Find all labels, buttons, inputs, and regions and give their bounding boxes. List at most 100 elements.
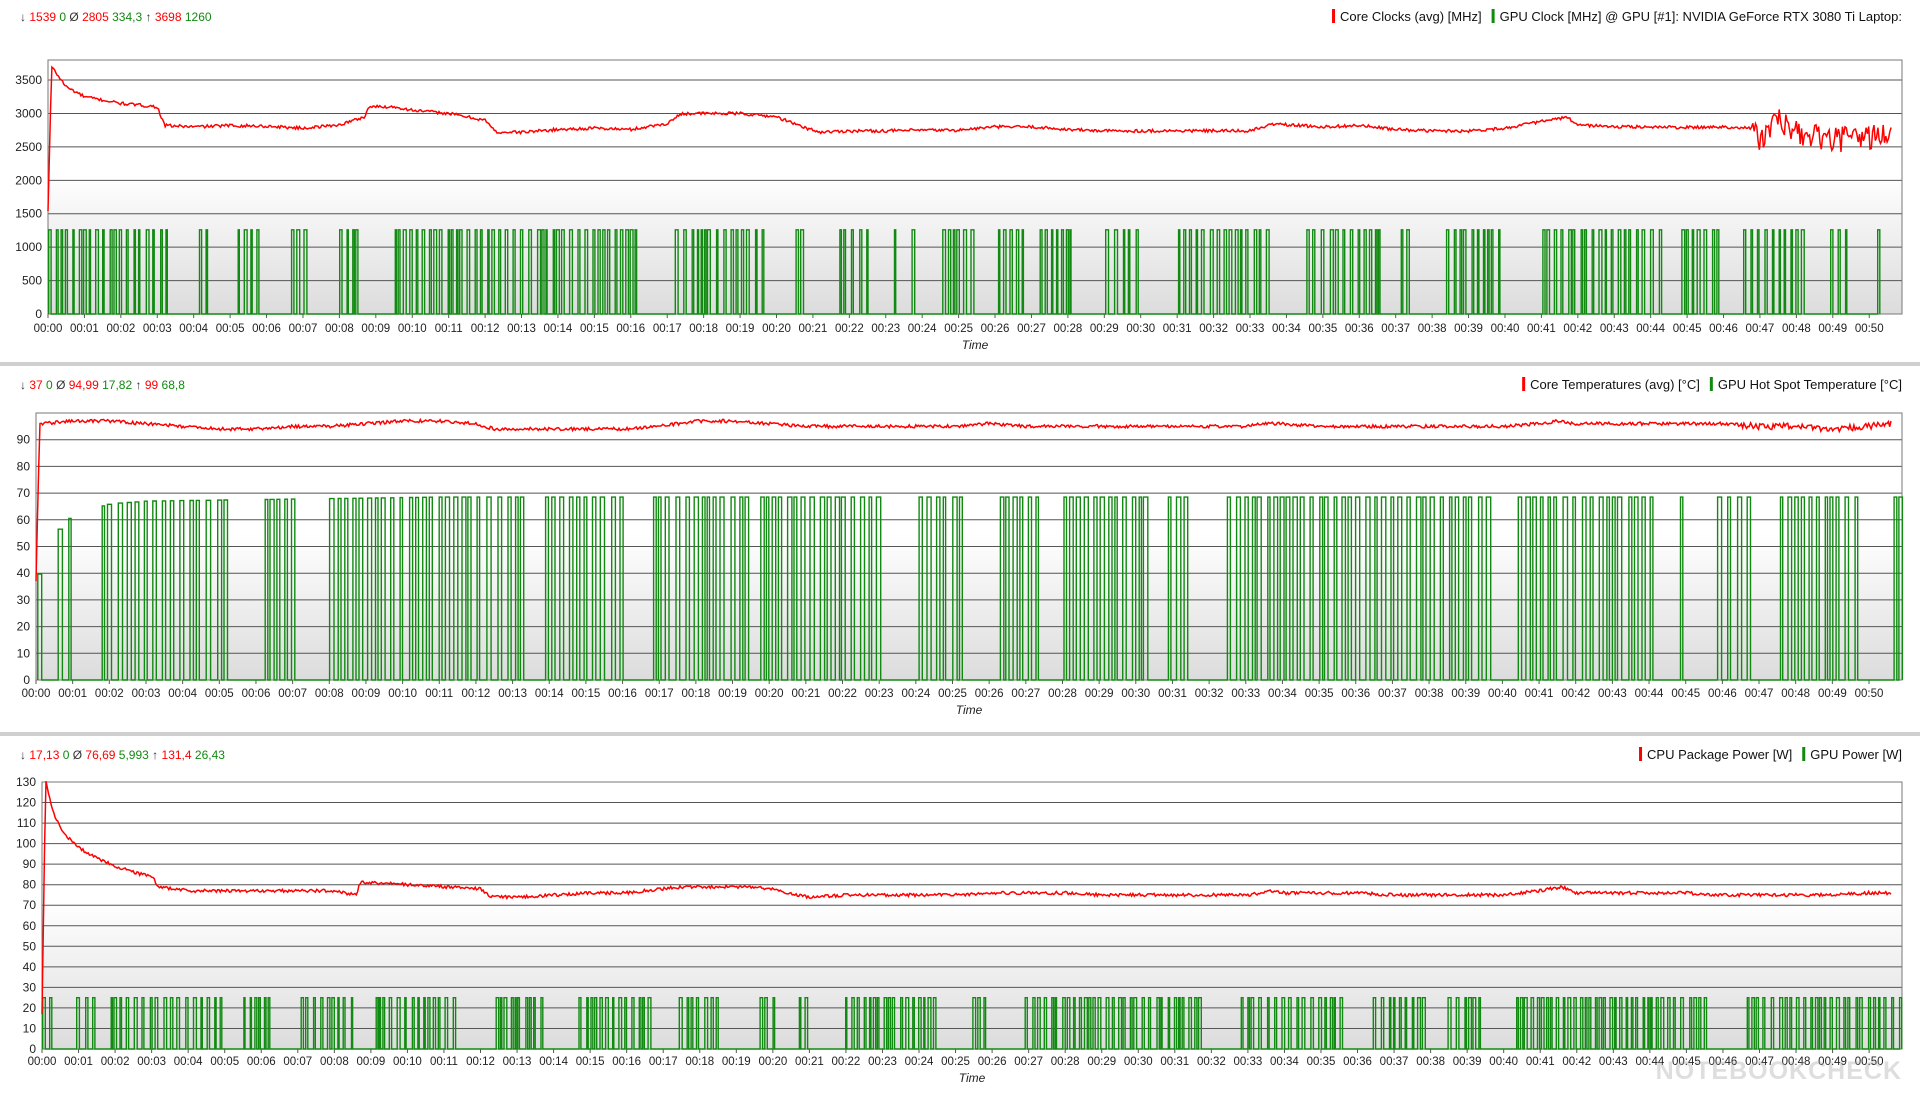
legend-swatch-red bbox=[1332, 9, 1336, 23]
x-tick-label: 00:14 bbox=[539, 1056, 568, 1068]
x-tick-label: 00:26 bbox=[978, 1056, 1007, 1068]
x-tick-label: 00:03 bbox=[143, 323, 172, 335]
x-tick-label: 00:28 bbox=[1051, 1056, 1080, 1068]
x-tick-label: 00:35 bbox=[1307, 1056, 1336, 1068]
x-tick-label: 00:32 bbox=[1197, 1056, 1226, 1068]
x-tick-label: 00:07 bbox=[283, 1056, 312, 1068]
x-tick-label: 00:44 bbox=[1635, 1056, 1664, 1068]
y-tick-label: 2500 bbox=[15, 140, 42, 154]
x-tick-label: 00:26 bbox=[975, 688, 1004, 700]
x-tick-label: 00:45 bbox=[1673, 323, 1702, 335]
x-tick-label: 00:25 bbox=[941, 1056, 970, 1068]
x-tick-label: 00:15 bbox=[572, 688, 601, 700]
x-axis-label: Time bbox=[962, 338, 989, 352]
x-tick-label: 00:36 bbox=[1345, 323, 1374, 335]
x-tick-label: 00:00 bbox=[22, 688, 51, 700]
x-tick-label: 00:02 bbox=[106, 323, 135, 335]
y-tick-label: 130 bbox=[16, 775, 36, 789]
x-tick-label: 00:12 bbox=[471, 323, 500, 335]
x-tick-label: 00:50 bbox=[1855, 1056, 1884, 1068]
legend-label-red: Core Temperatures (avg) [°C] bbox=[1530, 377, 1700, 392]
x-tick-label: 00:29 bbox=[1085, 688, 1114, 700]
x-tick-label: 00:14 bbox=[544, 323, 573, 335]
y-tick-label: 20 bbox=[17, 620, 31, 634]
x-tick-label: 00:23 bbox=[868, 1056, 897, 1068]
legend-swatch-red bbox=[1522, 377, 1526, 391]
x-tick-label: 00:24 bbox=[908, 323, 937, 335]
x-tick-label: 00:11 bbox=[435, 323, 463, 335]
x-tick-label: 00:06 bbox=[247, 1056, 276, 1068]
x-tick-label: 00:22 bbox=[835, 323, 864, 335]
x-tick-label: 00:40 bbox=[1488, 688, 1517, 700]
x-tick-label: 00:39 bbox=[1453, 1056, 1482, 1068]
y-tick-label: 60 bbox=[23, 919, 37, 933]
y-tick-label: 50 bbox=[23, 939, 37, 953]
x-tick-label: 00:21 bbox=[795, 1056, 824, 1068]
x-tick-label: 00:00 bbox=[34, 323, 63, 335]
x-tick-label: 00:42 bbox=[1561, 688, 1590, 700]
x-tick-label: 00:20 bbox=[762, 323, 791, 335]
x-tick-label: 00:04 bbox=[168, 688, 197, 700]
x-tick-label: 00:32 bbox=[1195, 688, 1224, 700]
x-tick-label: 00:17 bbox=[653, 323, 682, 335]
x-tick-label: 00:32 bbox=[1199, 323, 1228, 335]
x-tick-label: 00:18 bbox=[685, 1056, 714, 1068]
legend-label-red: Core Clocks (avg) [MHz] bbox=[1340, 9, 1482, 24]
x-tick-label: 00:50 bbox=[1855, 688, 1884, 700]
y-tick-label: 10 bbox=[23, 1021, 37, 1035]
legend-label-red: CPU Package Power [W] bbox=[1647, 747, 1792, 762]
y-tick-label: 90 bbox=[17, 433, 31, 447]
x-tick-label: 00:49 bbox=[1818, 323, 1847, 335]
y-tick-label: 30 bbox=[17, 593, 31, 607]
x-tick-label: 00:28 bbox=[1053, 323, 1082, 335]
x-tick-label: 00:41 bbox=[1527, 323, 1556, 335]
y-tick-label: 70 bbox=[23, 898, 37, 912]
x-tick-label: 00:20 bbox=[758, 1056, 787, 1068]
x-tick-label: 00:04 bbox=[179, 323, 208, 335]
x-tick-label: 00:46 bbox=[1709, 323, 1738, 335]
x-tick-label: 00:35 bbox=[1308, 323, 1337, 335]
x-tick-label: 00:47 bbox=[1745, 1056, 1774, 1068]
series-line-red bbox=[35, 417, 1892, 582]
x-tick-label: 00:49 bbox=[1818, 1056, 1847, 1068]
x-tick-label: 00:22 bbox=[832, 1056, 861, 1068]
x-tick-label: 00:11 bbox=[425, 688, 453, 700]
x-tick-label: 00:37 bbox=[1380, 1056, 1409, 1068]
x-tick-label: 00:42 bbox=[1562, 1056, 1591, 1068]
x-tick-label: 00:06 bbox=[252, 323, 281, 335]
chart-panel-clocks: 0 500 1000 1500 2000 2500 3000 3500 00:00 00:01 00… bbox=[0, 0, 1920, 362]
x-tick-label: 00:41 bbox=[1526, 1056, 1555, 1068]
x-tick-label: 00:48 bbox=[1782, 1056, 1811, 1068]
x-tick-label: 00:14 bbox=[535, 688, 564, 700]
x-axis-label: Time bbox=[959, 1071, 986, 1085]
y-tick-label: 1000 bbox=[15, 240, 42, 254]
x-tick-label: 00:36 bbox=[1343, 1056, 1372, 1068]
legend-swatch-green bbox=[1802, 747, 1806, 761]
x-tick-label: 00:21 bbox=[791, 688, 820, 700]
x-tick-label: 00:43 bbox=[1598, 688, 1627, 700]
series-line-green bbox=[48, 229, 1881, 315]
x-tick-label: 00:05 bbox=[210, 1056, 239, 1068]
x-tick-label: 00:40 bbox=[1491, 323, 1520, 335]
y-tick-label: 80 bbox=[17, 459, 31, 473]
x-tick-label: 00:33 bbox=[1231, 688, 1260, 700]
x-tick-label: 00:30 bbox=[1124, 1056, 1153, 1068]
legend-swatch-green bbox=[1491, 9, 1495, 23]
x-tick-label: 00:18 bbox=[681, 688, 710, 700]
panel-separator bbox=[0, 732, 1920, 736]
x-tick-label: 00:31 bbox=[1158, 688, 1187, 700]
x-tick-label: 00:39 bbox=[1454, 323, 1483, 335]
x-tick-label: 00:37 bbox=[1381, 323, 1410, 335]
legend-label-green: GPU Clock [MHz] @ GPU [#1]: NVIDIA GeFor… bbox=[1500, 9, 1902, 24]
x-tick-label: 00:29 bbox=[1087, 1056, 1116, 1068]
x-tick-label: 00:46 bbox=[1708, 688, 1737, 700]
x-tick-label: 00:36 bbox=[1341, 688, 1370, 700]
x-tick-label: 00:13 bbox=[507, 323, 536, 335]
panel-separator bbox=[0, 362, 1920, 366]
x-tick-label: 00:00 bbox=[28, 1056, 57, 1068]
x-tick-label: 00:45 bbox=[1671, 688, 1700, 700]
chart-panel-power: 0 10 20 30 40 50 60 70 80 90 100 110 120 130 00:00 00:0… bbox=[0, 736, 1920, 1100]
y-tick-label: 1500 bbox=[15, 207, 42, 221]
y-tick-label: 80 bbox=[23, 878, 37, 892]
x-tick-label: 00:27 bbox=[1011, 688, 1040, 700]
